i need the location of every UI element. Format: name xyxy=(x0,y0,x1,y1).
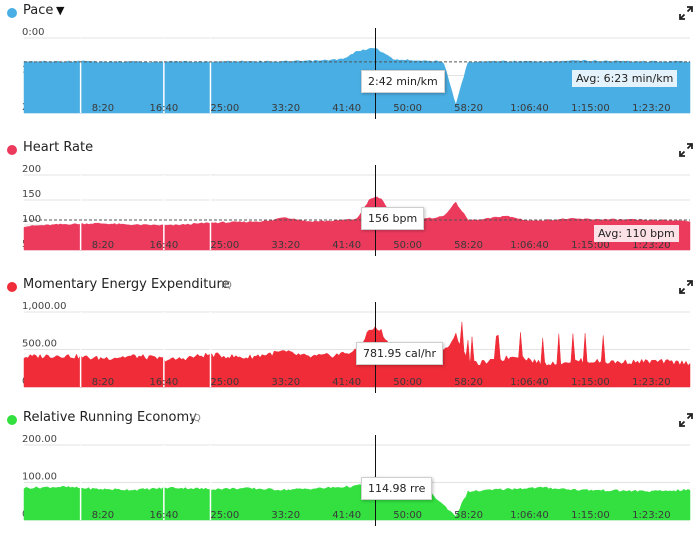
heart-rate-chart[interactable]: 200150100508:2016:4025:0033:2041:4050:00… xyxy=(0,164,700,265)
x-tick-label: 1:23:20 xyxy=(632,240,671,251)
x-tick-label: 50:00 xyxy=(393,510,422,521)
x-tick-label: 1:15:00 xyxy=(571,103,610,114)
x-tick-label: 41:40 xyxy=(332,510,361,521)
energy-title: Momentary Energy Expenditure xyxy=(23,277,230,292)
x-tick-label: 25:00 xyxy=(210,240,239,251)
economy-tooltip: 114.98 rre xyxy=(361,477,433,500)
energy-iq-badge: IQ xyxy=(221,280,232,291)
x-tick-label: 1:06:40 xyxy=(510,377,549,388)
x-tick-label: 8:20 xyxy=(92,377,114,388)
pace-panel: Pace ▼ 0:0010:0020:008:2016:4025:0033:20… xyxy=(0,0,700,130)
economy-panel: Relative Running Economy IQ 200.00 100.00… xyxy=(0,407,700,537)
pace-expand-icon[interactable] xyxy=(679,6,693,20)
energy-dot-icon xyxy=(7,282,17,292)
x-tick-label: 33:20 xyxy=(271,510,300,521)
x-tick-label: 16:40 xyxy=(149,510,178,521)
pace-tooltip: 2:42 min/km xyxy=(361,70,445,93)
pace-header: Pace ▼ xyxy=(0,0,700,24)
heart-rate-average-label: Avg: 110 bpm xyxy=(594,225,679,242)
x-tick-label: 50:00 xyxy=(393,103,422,114)
x-tick-label: 16:40 xyxy=(149,103,178,114)
y-tick-label: 0:00 xyxy=(22,27,44,38)
x-tick-label: 58:20 xyxy=(454,510,483,521)
x-tick-label: 1:23:20 xyxy=(632,103,671,114)
heart-rate-panel: Heart Rate 200150100508:2016:4025:0033:2… xyxy=(0,137,700,267)
economy-expand-icon[interactable] xyxy=(679,413,693,427)
x-tick-label: 50:00 xyxy=(393,377,422,388)
pace-chart[interactable]: 0:0010:0020:008:2016:4025:0033:2041:4050… xyxy=(0,27,700,128)
heart-rate-title: Heart Rate xyxy=(23,140,94,155)
x-tick-label: 25:00 xyxy=(210,377,239,388)
series-area xyxy=(23,476,691,521)
x-tick-label: 1:15:00 xyxy=(571,377,610,388)
x-tick-label: 1:15:00 xyxy=(571,240,610,251)
x-tick-label: 1:06:40 xyxy=(510,240,549,251)
energy-tooltip: 781.95 cal/hr xyxy=(356,342,444,365)
x-tick-label: 8:20 xyxy=(92,103,114,114)
x-tick-label: 8:20 xyxy=(92,510,114,521)
y-tick-label: 200 xyxy=(22,164,41,175)
x-tick-label: 25:00 xyxy=(210,510,239,521)
heart-rate-dot-icon xyxy=(7,145,17,155)
heart-rate-header: Heart Rate xyxy=(0,137,700,161)
pace-dot-icon xyxy=(7,8,17,18)
x-tick-label: 58:20 xyxy=(454,240,483,251)
series-area xyxy=(23,196,691,251)
x-tick-label: 1:23:20 xyxy=(632,377,671,388)
x-tick-label: 33:20 xyxy=(271,377,300,388)
x-tick-label: 8:20 xyxy=(92,240,114,251)
energy-chart[interactable]: 1,000.00500.000.008:2016:4025:0033:2041:… xyxy=(0,301,700,402)
pace-average-label: Avg: 6:23 min/km xyxy=(572,70,678,87)
y-tick-label: 500.00 xyxy=(22,339,57,350)
energy-expand-icon[interactable] xyxy=(679,280,693,294)
x-tick-label: 41:40 xyxy=(332,377,361,388)
y-tick-label: 100.00 xyxy=(22,472,57,483)
x-tick-label: 1:06:40 xyxy=(510,103,549,114)
x-tick-label: 33:20 xyxy=(271,240,300,251)
economy-dot-icon xyxy=(7,415,17,425)
pace-dropdown-icon[interactable]: ▼ xyxy=(56,4,65,17)
x-tick-label: 16:40 xyxy=(149,240,178,251)
energy-header: Momentary Energy Expenditure IQ xyxy=(0,274,700,298)
x-tick-label: 41:40 xyxy=(332,103,361,114)
x-tick-label: 1:06:40 xyxy=(510,510,549,521)
x-tick-label: 58:20 xyxy=(454,377,483,388)
x-tick-label: 58:20 xyxy=(454,103,483,114)
x-tick-label: 25:00 xyxy=(210,103,239,114)
x-tick-label: 50:00 xyxy=(393,240,422,251)
economy-iq-badge: IQ xyxy=(190,413,201,424)
economy-chart[interactable]: 200.00100.000.008:2016:4025:0033:2041:40… xyxy=(0,434,700,535)
x-tick-label: 16:40 xyxy=(149,377,178,388)
x-tick-label: 41:40 xyxy=(332,240,361,251)
heart-rate-tooltip: 156 bpm xyxy=(361,207,425,230)
economy-title: Relative Running Economy xyxy=(23,410,197,425)
x-tick-label: 33:20 xyxy=(271,103,300,114)
x-tick-label: 1:15:00 xyxy=(571,510,610,521)
economy-header: Relative Running Economy IQ xyxy=(0,407,700,431)
pace-title: Pace xyxy=(23,3,54,18)
heart-rate-expand-icon[interactable] xyxy=(679,143,693,157)
y-tick-label: 200.00 xyxy=(22,434,57,445)
energy-panel: Momentary Energy Expenditure IQ 1,000.00… xyxy=(0,274,700,404)
y-tick-label: 1,000.00 xyxy=(22,301,67,312)
x-tick-label: 1:23:20 xyxy=(632,510,671,521)
y-tick-label: 150 xyxy=(22,189,41,200)
